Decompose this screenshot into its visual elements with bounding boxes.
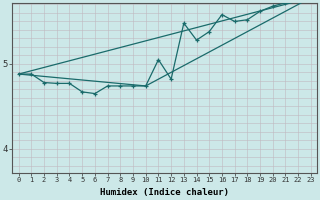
- X-axis label: Humidex (Indice chaleur): Humidex (Indice chaleur): [100, 188, 229, 197]
